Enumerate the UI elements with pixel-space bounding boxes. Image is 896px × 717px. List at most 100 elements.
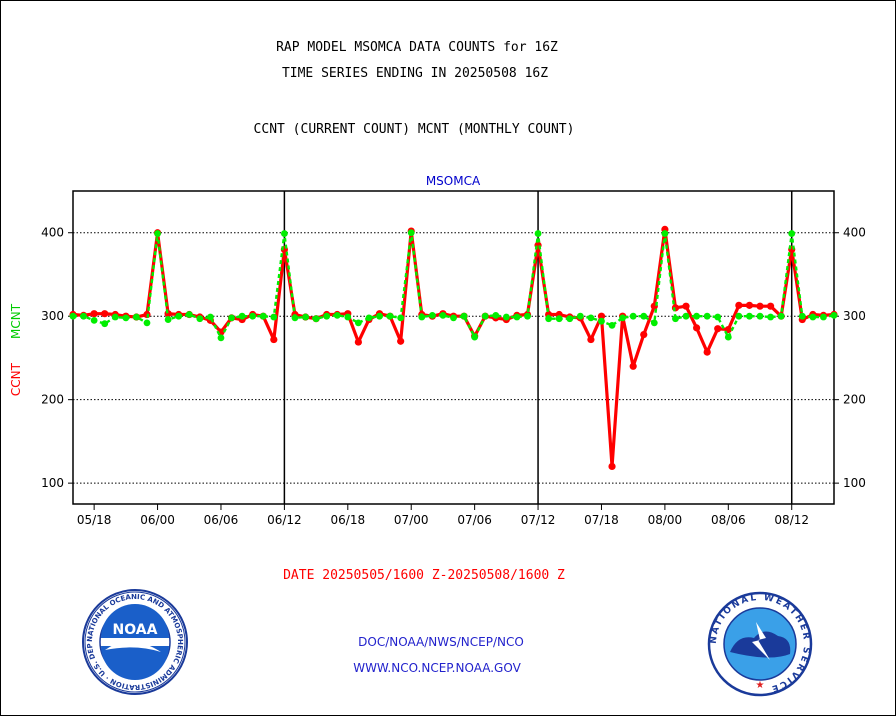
data-point-mcnt: [80, 312, 87, 320]
data-point-ccnt: [745, 301, 754, 309]
y-tick-label-right: 300: [843, 309, 866, 323]
data-point-mcnt: [735, 312, 743, 320]
footer-link-website[interactable]: WWW.NCO.NCEP.NOAA.GOV: [353, 661, 521, 675]
x-tick-label: 08/06: [711, 513, 746, 527]
data-point-mcnt: [809, 313, 817, 321]
data-point-mcnt: [693, 312, 700, 320]
y-tick-label-left: 400: [41, 226, 64, 240]
data-point-mcnt: [101, 320, 109, 328]
data-point-mcnt: [608, 321, 616, 329]
data-point-ccnt: [608, 462, 616, 471]
x-tick-label: 07/00: [394, 513, 429, 527]
data-point-ccnt: [101, 310, 109, 318]
data-point-ccnt: [629, 362, 637, 370]
grid-layer: [73, 191, 834, 504]
x-tick-label: 07/12: [521, 513, 556, 527]
data-point-mcnt: [450, 314, 457, 322]
noaa-logo-text: NOAA: [113, 622, 158, 638]
y-label-ccnt: CCNT: [9, 362, 23, 396]
data-point-mcnt: [820, 313, 827, 321]
data-point-mcnt: [492, 311, 500, 319]
plot-area: [72, 190, 835, 505]
y-tick-label-right: 100: [843, 476, 866, 490]
data-point-mcnt: [397, 314, 405, 322]
data-point-mcnt: [312, 315, 320, 323]
data-point-mcnt: [143, 319, 151, 327]
data-point-mcnt: [354, 319, 362, 327]
data-point-mcnt: [154, 230, 161, 237]
data-point-mcnt: [111, 313, 119, 321]
data-point-mcnt: [238, 312, 246, 320]
series-mcnt: [69, 229, 838, 342]
data-point-mcnt: [746, 312, 753, 320]
x-tick-label: 08/00: [648, 513, 683, 527]
data-point-mcnt: [534, 230, 542, 237]
x-tick-label: 06/18: [331, 513, 366, 527]
data-point-mcnt: [365, 314, 373, 322]
data-point-mcnt: [661, 230, 669, 237]
data-point-mcnt: [428, 311, 436, 319]
y-tick-label-left: 100: [41, 476, 64, 490]
data-point-mcnt: [798, 312, 806, 320]
data-point-mcnt: [291, 314, 299, 322]
series-ccnt: [69, 225, 838, 471]
chart-title-line-1: RAP MODEL MSOMCA DATA COUNTS for 16Z: [276, 40, 558, 55]
data-point-mcnt: [270, 313, 278, 321]
data-point-mcnt: [471, 333, 479, 341]
data-point-mcnt: [576, 312, 584, 320]
chart-subtitle: CCNT (CURRENT COUNT) MCNT (MONTHLY COUNT…: [254, 122, 575, 137]
y-tick-label-left: 300: [41, 309, 64, 323]
data-point-mcnt: [259, 312, 267, 320]
data-point-mcnt: [555, 315, 563, 323]
x-tick-label: 06/12: [267, 513, 302, 527]
data-point-mcnt: [513, 313, 521, 321]
data-point-mcnt: [228, 314, 235, 322]
data-point-ccnt: [90, 310, 98, 318]
data-point-mcnt: [650, 319, 658, 327]
data-point-mcnt: [629, 312, 637, 320]
data-point-mcnt: [323, 312, 331, 320]
data-point-ccnt: [597, 312, 606, 320]
axis-ticks: 100 100 200 200 300 300 400 400 05/18 06/00 06/06 0…: [41, 226, 866, 527]
data-point-mcnt: [672, 315, 679, 323]
noaa-logo: NATIONAL OCEANIC AND ATMOSPHERIC ADMINIS…: [82, 589, 188, 695]
y-axis-label: CCNT MCNT: [9, 303, 23, 396]
data-point-mcnt: [90, 316, 98, 324]
data-point-mcnt: [703, 312, 711, 320]
x-tick-label: 08/12: [774, 513, 809, 527]
x-tick-label: 06/06: [204, 513, 239, 527]
data-point-ccnt: [766, 302, 775, 310]
data-point-mcnt: [175, 312, 183, 320]
series-layer: [69, 225, 838, 471]
data-point-ccnt: [703, 348, 711, 356]
footer-link-org[interactable]: DOC/NOAA/NWS/NCEP/NCO: [358, 635, 524, 649]
data-point-mcnt: [333, 311, 341, 319]
data-point-mcnt: [69, 312, 77, 320]
y-tick-label-right: 400: [843, 226, 866, 240]
data-point-mcnt: [481, 312, 489, 320]
data-point-mcnt: [196, 315, 204, 323]
data-point-mcnt: [777, 312, 785, 320]
y-tick-label-left: 200: [41, 393, 64, 407]
svg-text:★: ★: [756, 680, 765, 691]
data-point-ccnt: [692, 324, 701, 332]
data-point-mcnt: [249, 312, 257, 320]
data-point-mcnt: [302, 313, 309, 321]
data-point-mcnt: [386, 312, 394, 320]
data-point-ccnt: [587, 335, 595, 344]
data-point-ccnt: [756, 302, 764, 310]
y-tick-label-right: 200: [843, 393, 866, 407]
data-point-mcnt: [502, 313, 510, 321]
data-point-mcnt: [407, 229, 415, 237]
data-point-ccnt: [397, 337, 405, 345]
data-point-ccnt: [735, 301, 743, 309]
data-point-mcnt: [122, 314, 130, 322]
data-point-mcnt: [714, 313, 722, 321]
date-range: DATE 20250505/1600 Z-20250508/1600 Z: [283, 568, 565, 583]
data-point-mcnt: [217, 334, 225, 342]
data-point-mcnt: [756, 312, 764, 320]
data-point-mcnt: [587, 314, 595, 322]
data-point-mcnt: [418, 313, 426, 321]
